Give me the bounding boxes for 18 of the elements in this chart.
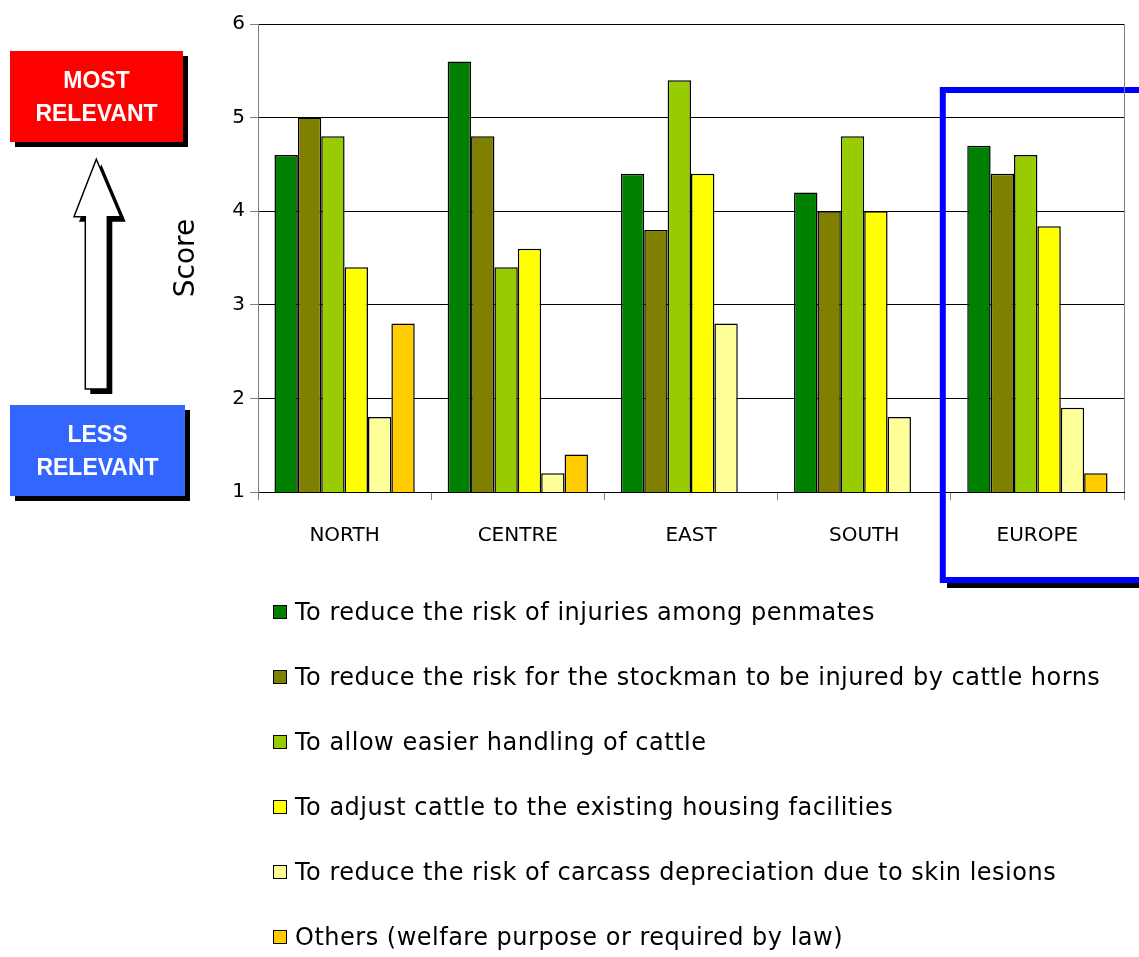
legend-label: Others (welfare purpose or required by law) (295, 923, 844, 951)
legend-label: To reduce the risk of carcass depreciation due to skin lesions (295, 858, 1057, 886)
y-tick-label: 3 (232, 291, 245, 315)
x-tick-label: NORTH (309, 522, 380, 547)
legend-label: To adjust cattle to the existing housing facilities (295, 793, 894, 821)
x-tick-label: SOUTH (829, 522, 900, 547)
y-tick-label: 1 (232, 478, 245, 503)
x-tick-label: CENTRE (477, 522, 558, 547)
y-axis-title: Score (168, 218, 202, 298)
x-tick-label: EUROPE (996, 522, 1079, 547)
y-tick-label: 6 (232, 10, 245, 35)
legend-label: To reduce the risk for the stockman to be injured by cattle horns (295, 663, 1101, 691)
legend-label: To allow easier handling of cattle (295, 728, 707, 756)
y-tick-label: 4 (232, 197, 245, 222)
x-tick-label: EAST (665, 522, 718, 547)
y-tick-label: 2 (232, 384, 245, 409)
y-tick-label: 5 (232, 103, 245, 128)
legend-label: To reduce the risk of injuries among penmates (295, 598, 875, 626)
